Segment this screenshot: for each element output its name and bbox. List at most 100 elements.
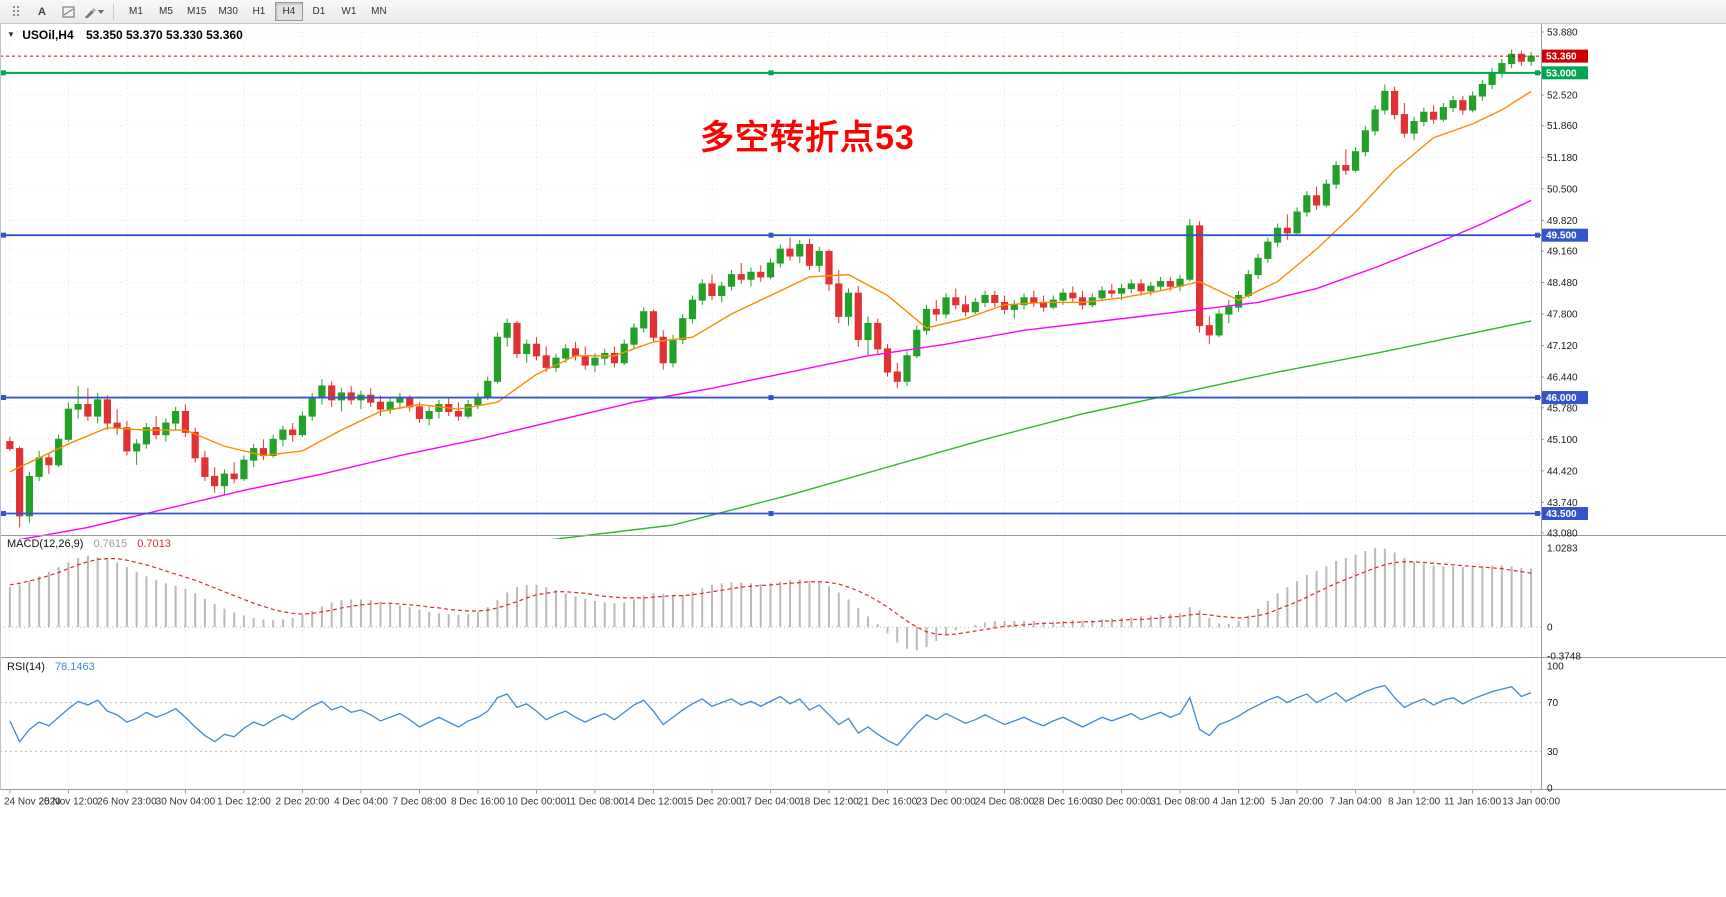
rsi-value: 78.1463: [54, 661, 95, 673]
svg-text:100: 100: [1547, 662, 1564, 673]
drag-grip-icon[interactable]: [4, 2, 28, 22]
timeframe-button-m15[interactable]: M15: [187, 6, 207, 17]
hline-43.500[interactable]: [0, 511, 1541, 517]
svg-text:47.800: 47.800: [1547, 310, 1578, 321]
ohlc-values: 53.350 53.370 53.330 53.360: [85, 28, 243, 42]
svg-text:46.000: 46.000: [1546, 393, 1577, 404]
price-axis[interactable]: 53.880 52.520 51.860 51.180 50.500 49.820 49.1…: [1541, 28, 1578, 540]
svg-text:24 Dec 08:00: 24 Dec 08:00: [975, 797, 1035, 808]
ma-fast-line: [9, 90, 1532, 473]
line-handle: [768, 70, 774, 76]
macd-name: MACD(12,26,9): [7, 538, 84, 550]
svg-text:43.740: 43.740: [1547, 498, 1578, 509]
chart-grid: [0, 31, 1541, 788]
svg-text:45.780: 45.780: [1547, 403, 1578, 414]
macd-signal-line: [9, 558, 1532, 636]
text-tool-button[interactable]: A: [30, 2, 54, 22]
rsi-indicator-label: RSI(14) 78.1463: [7, 661, 95, 673]
chart-title: ▼ USOil,H4 53.350 53.370 53.330 53.360: [7, 28, 243, 42]
hline-49.500[interactable]: [0, 232, 1541, 238]
svg-text:50.500: 50.500: [1547, 184, 1578, 195]
timeframe-button-d1[interactable]: D1: [312, 6, 326, 17]
line-handle: [768, 232, 774, 238]
svg-text:1 Dec 12:00: 1 Dec 12:00: [217, 797, 271, 808]
svg-text:21 Dec 16:00: 21 Dec 16:00: [858, 797, 918, 808]
svg-text:0: 0: [1547, 784, 1553, 795]
svg-text:51.180: 51.180: [1547, 153, 1578, 164]
macd-main-value: 0.7615: [93, 538, 128, 550]
line-handle: [1, 395, 6, 401]
macd-axis[interactable]: 1.0283 0 -0.3748: [1547, 544, 1581, 663]
objects-tool-button[interactable]: [56, 2, 80, 22]
svg-text:52.520: 52.520: [1547, 91, 1578, 102]
bid-price-tag: 53.360: [1542, 49, 1588, 63]
collapse-arrow-icon[interactable]: ▼: [7, 30, 15, 39]
svg-text:51.860: 51.860: [1547, 121, 1578, 132]
svg-text:48.480: 48.480: [1547, 278, 1578, 289]
svg-text:47.120: 47.120: [1547, 341, 1578, 352]
svg-text:13 Jan 00:00: 13 Jan 00:00: [1502, 797, 1560, 808]
svg-text:1.0283: 1.0283: [1547, 544, 1578, 555]
rsi-line: [9, 684, 1532, 747]
timeframe-button-h4[interactable]: H4: [274, 2, 303, 21]
svg-text:49.160: 49.160: [1547, 246, 1578, 257]
line-handle: [1, 232, 6, 238]
svg-text:10 Dec 00:00: 10 Dec 00:00: [507, 797, 567, 808]
frame-icon: [62, 6, 74, 17]
toolbar-separator: [113, 3, 114, 20]
svg-text:2 Dec 20:00: 2 Dec 20:00: [275, 797, 329, 808]
timeframe-button-m5[interactable]: M5: [159, 6, 173, 17]
svg-text:28 Dec 16:00: 28 Dec 16:00: [1033, 797, 1093, 808]
line-handle: [1535, 395, 1540, 401]
svg-text:24 Nov 2020: 24 Nov 2020: [4, 797, 61, 808]
svg-text:17 Dec 04:00: 17 Dec 04:00: [741, 797, 801, 808]
rsi-axis[interactable]: 100 70 30 0: [1547, 662, 1564, 795]
macd-histogram: [0, 547, 1541, 651]
timeframe-button-m1[interactable]: M1: [129, 6, 143, 17]
svg-text:49.820: 49.820: [1547, 216, 1578, 227]
svg-text:43.080: 43.080: [1547, 529, 1578, 540]
timeframe-button-w1[interactable]: W1: [341, 6, 357, 17]
svg-text:15 Dec 20:00: 15 Dec 20:00: [682, 797, 742, 808]
price-tag-49.500: 49.500: [1542, 228, 1588, 242]
svg-text:25 Nov 12:00: 25 Nov 12:00: [39, 797, 99, 808]
svg-text:30: 30: [1547, 747, 1559, 758]
hline-53.000[interactable]: [0, 70, 1541, 76]
hline-46.000[interactable]: [0, 395, 1541, 401]
timeframe-button-m30[interactable]: M30: [218, 6, 238, 17]
svg-text:0: 0: [1547, 623, 1553, 634]
timeframe-button-h1[interactable]: H1: [252, 6, 266, 17]
svg-text:11 Dec 08:00: 11 Dec 08:00: [566, 797, 625, 808]
chart-annotation[interactable]: 多空转折点53: [700, 119, 915, 157]
svg-text:53.360: 53.360: [1546, 52, 1577, 63]
svg-text:53.000: 53.000: [1546, 68, 1577, 79]
svg-text:7 Jan 04:00: 7 Jan 04:00: [1329, 797, 1382, 808]
line-handle: [1535, 70, 1540, 76]
svg-text:18 Dec 12:00: 18 Dec 12:00: [799, 797, 859, 808]
svg-text:31 Dec 08:00: 31 Dec 08:00: [1150, 797, 1210, 808]
timeframe-group: M1 M5 M15 M30 H1 H4 D1 W1 MN: [121, 2, 394, 21]
svg-text:7 Dec 08:00: 7 Dec 08:00: [392, 797, 446, 808]
chart-canvas[interactable]: 53.000 49.500 46.000 43.500 53.360 53.880 52.5…: [0, 24, 1726, 897]
line-handle: [1535, 232, 1540, 238]
price-tag-46.000: 46.000: [1542, 391, 1588, 405]
svg-text:8 Dec 16:00: 8 Dec 16:00: [451, 797, 505, 808]
svg-text:11 Jan 16:00: 11 Jan 16:00: [1444, 797, 1502, 808]
ma-slow-line: [549, 320, 1532, 539]
ma-mid-line: [19, 199, 1532, 539]
svg-text:5 Jan 20:00: 5 Jan 20:00: [1271, 797, 1324, 808]
price-tag-43.500: 43.500: [1542, 507, 1588, 521]
symbol-period-label: USOil,H4: [22, 28, 74, 42]
macd-signal-value: 0.7013: [137, 538, 171, 550]
rsi-panel: [0, 684, 1541, 752]
draw-tool-button[interactable]: [82, 2, 106, 22]
svg-text:49.500: 49.500: [1546, 231, 1577, 242]
svg-text:45.100: 45.100: [1547, 435, 1578, 446]
text-tool-label: A: [38, 5, 46, 18]
svg-text:8 Jan 12:00: 8 Jan 12:00: [1388, 797, 1441, 808]
line-handle: [1535, 511, 1540, 517]
svg-text:4 Jan 12:00: 4 Jan 12:00: [1212, 797, 1265, 808]
svg-text:30 Nov 04:00: 30 Nov 04:00: [156, 797, 216, 808]
timeframe-button-mn[interactable]: MN: [371, 6, 387, 17]
